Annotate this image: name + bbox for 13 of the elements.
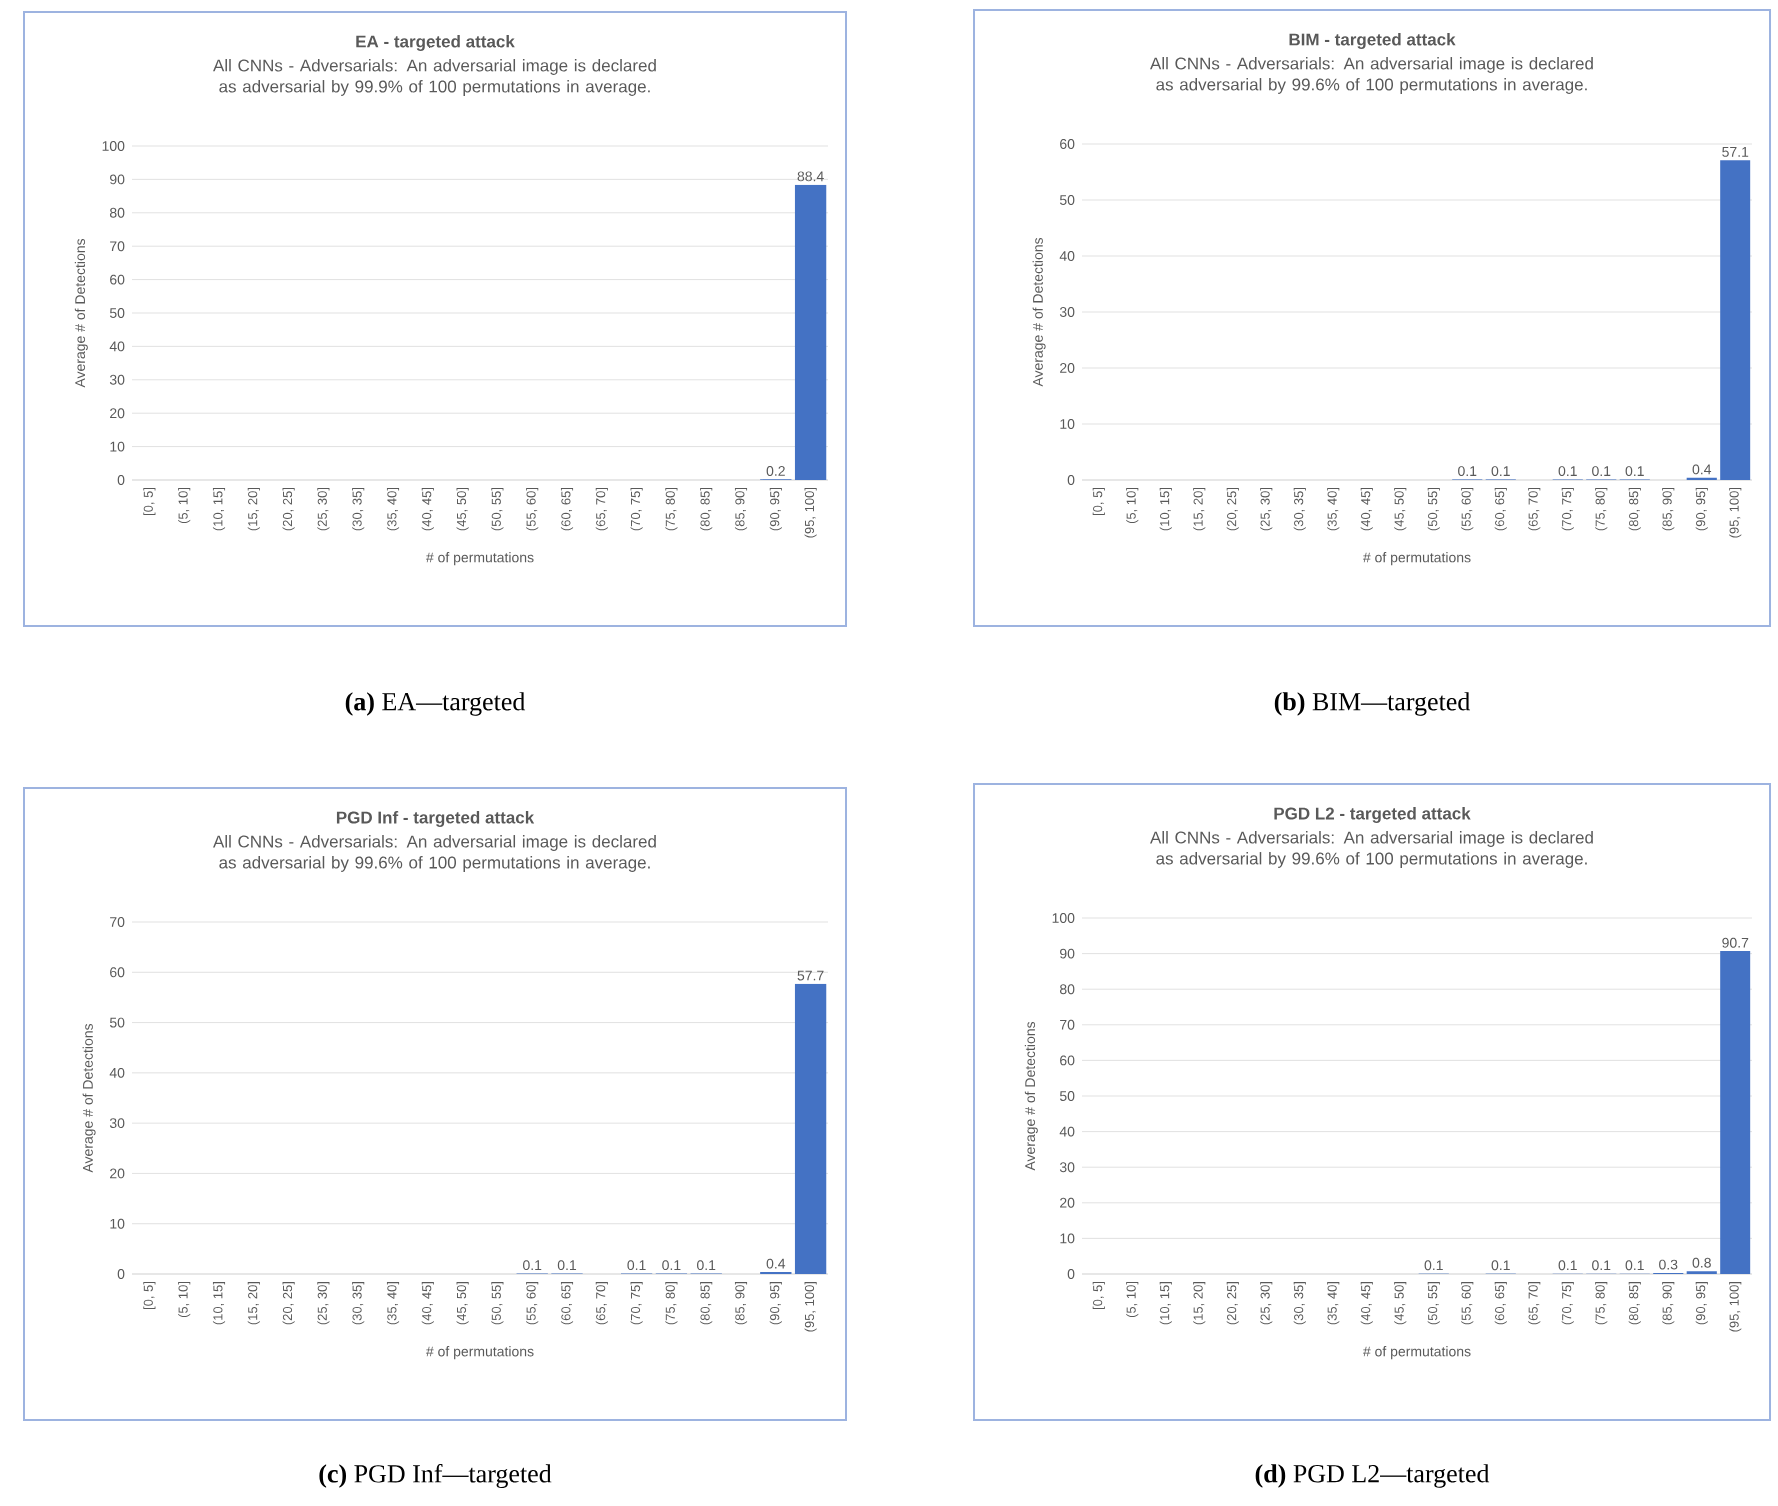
- chart-title: PGD L2 - targeted attack: [1274, 807, 1471, 823]
- text: (a) EA—targeted: [345, 692, 526, 716]
- chart-title: EA - targeted attack: [356, 35, 515, 51]
- text: (b) BIM—targeted: [1274, 692, 1471, 716]
- chart-title: PGD Inf - targeted attack: [336, 811, 535, 827]
- chart-subtitle: All CNNs - Adversarials: An adversarial image is declared as adversarial by 99.6% of 100 permutations in average.: [213, 835, 656, 872]
- text: (d) PGD L2—targeted: [1255, 1464, 1490, 1488]
- text: (c) PGD Inf—targeted: [319, 1464, 552, 1488]
- bar: [794, 983, 827, 1274]
- chart-title: BIM - targeted attack: [1289, 33, 1456, 49]
- chart-subtitle: All CNNs - Adversarials: An adversarial image is declared as adversarial by 99.6% of 100 permutations in average.: [1150, 57, 1593, 94]
- chart-subtitle: All CNNs - Adversarials: An adversarial image is declared as adversarial by 99.9% of 100 permutations in average.: [213, 59, 656, 96]
- chart-subtitle: All CNNs - Adversarials: An adversarial image is declared as adversarial by 99.6% of 100 permutations in average.: [1150, 831, 1593, 868]
